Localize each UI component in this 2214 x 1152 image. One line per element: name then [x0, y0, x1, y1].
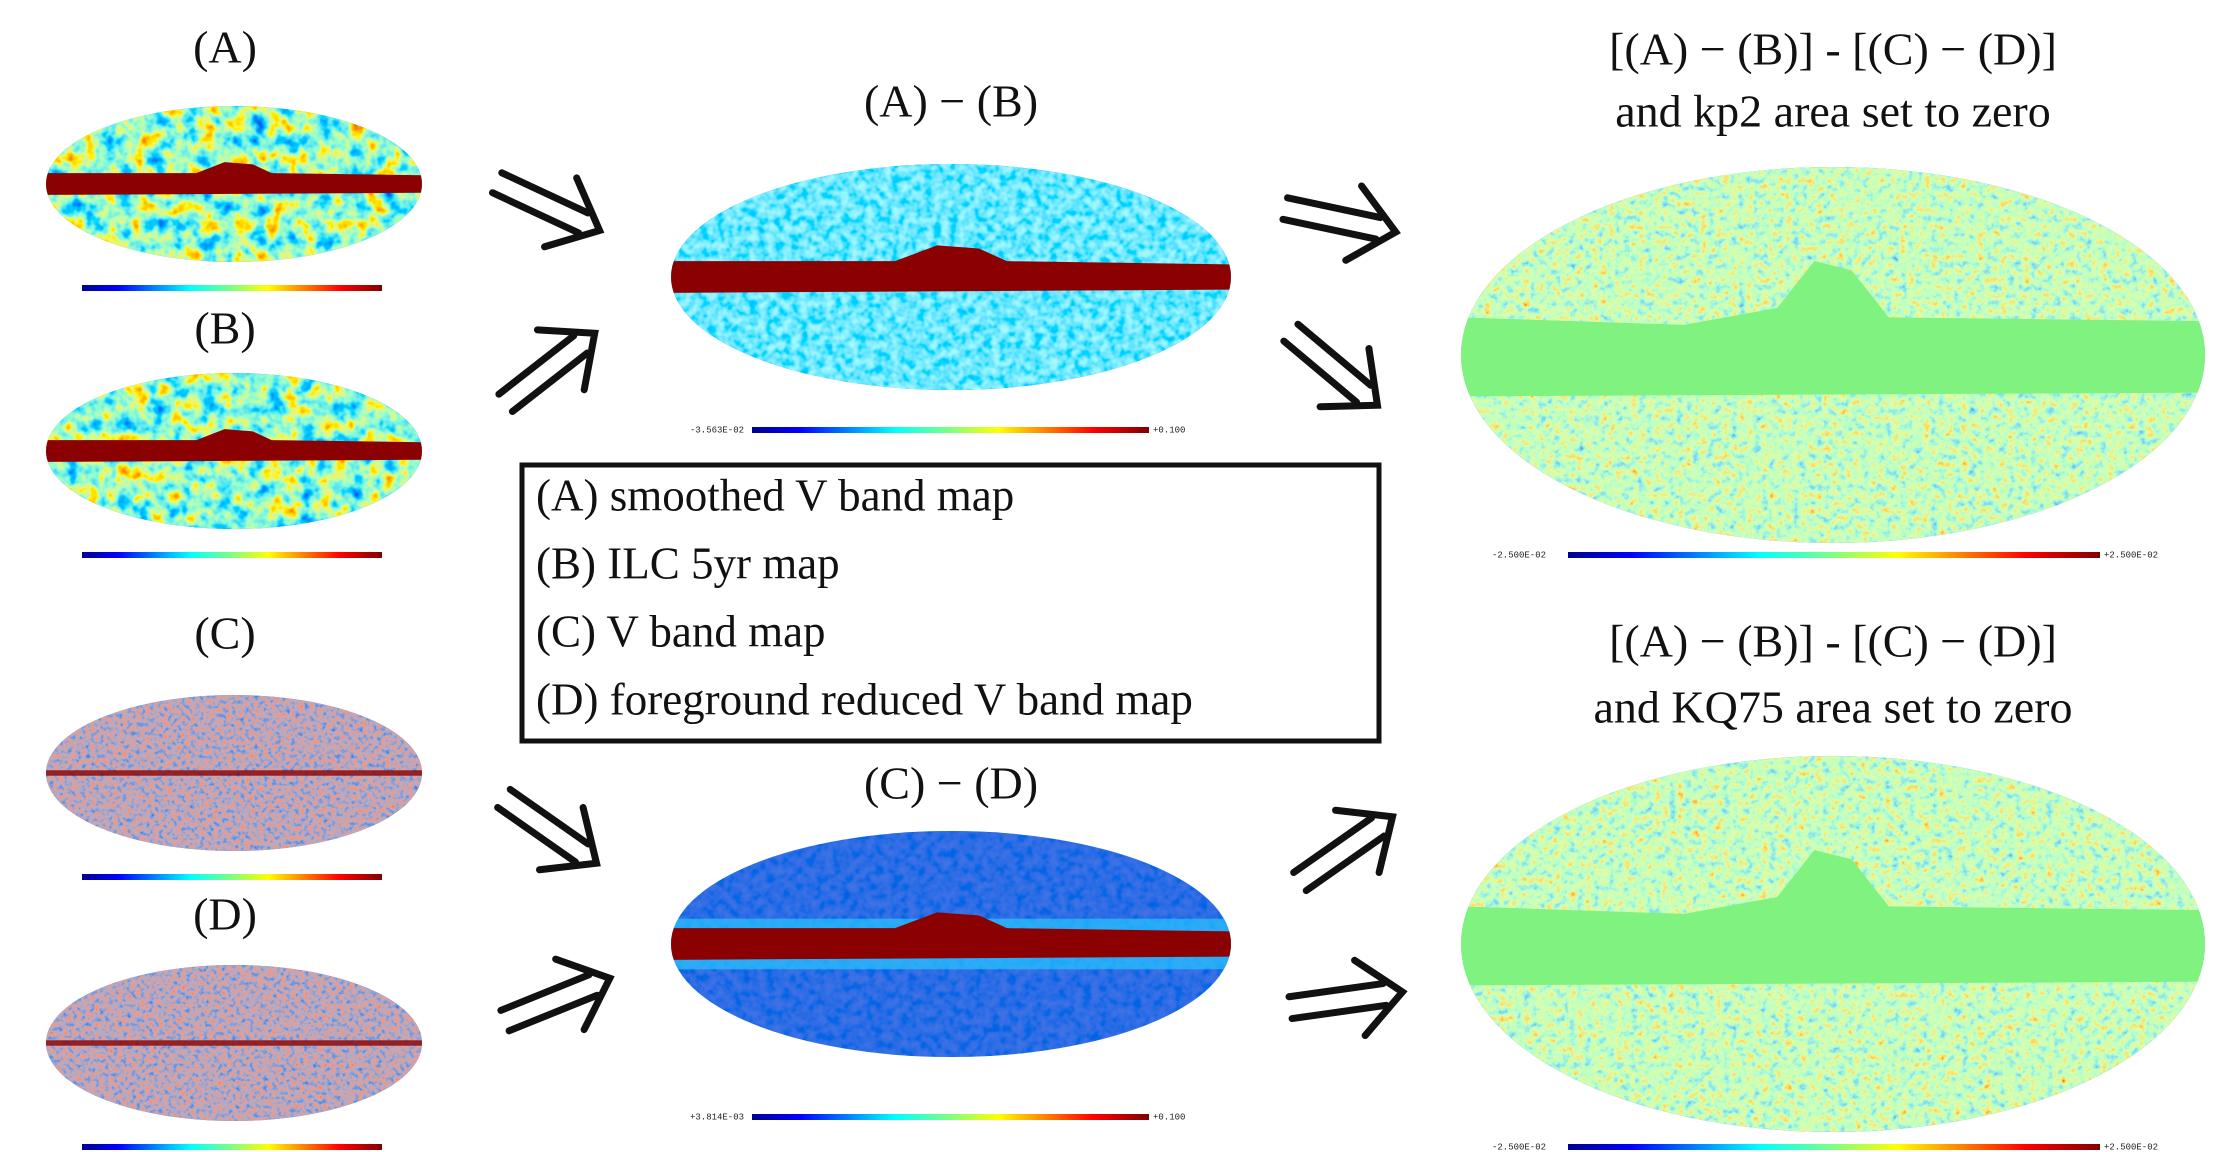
galactic-plane — [46, 1040, 422, 1045]
arrow-shaft — [1287, 198, 1380, 218]
colorbar — [82, 1144, 382, 1150]
legend-item: (A) smoothed V band map — [536, 470, 1014, 520]
panel-label: (D) — [193, 889, 257, 940]
colorbar — [82, 874, 382, 880]
result-title: [(A) − (B)] - [(C) − (D)] — [1609, 24, 2057, 75]
figure: (A) smoothed V band map (B) ILC 5yr map … — [0, 0, 2214, 1152]
sky-map — [46, 695, 422, 851]
double-arrow — [1278, 786, 1414, 913]
legend-item: (B) ILC 5yr map — [536, 538, 840, 588]
legend-item: (D) foreground reduced V band map — [536, 674, 1193, 724]
sky-map — [46, 106, 422, 262]
colorbar-label: +3.814E-03 — [690, 1112, 744, 1122]
arrow-head — [1355, 954, 1408, 1035]
colorbar-label: +2.500E-02 — [2104, 550, 2158, 560]
arrow-shaft — [498, 807, 576, 861]
arrow-shaft — [512, 353, 587, 411]
colorbar — [1568, 552, 2100, 558]
double-arrow — [1277, 171, 1403, 269]
colorbar — [82, 552, 382, 558]
double-arrow — [481, 148, 616, 265]
panel-label: (A) − (B) — [864, 76, 1038, 127]
colorbar-label: -2.500E-02 — [1492, 550, 1546, 560]
colorbar — [752, 1114, 1149, 1120]
double-arrow — [1266, 304, 1401, 435]
arrow-shaft — [1283, 219, 1376, 239]
galactic-plane — [671, 912, 1231, 969]
galactic-plane — [46, 770, 422, 775]
plane-band — [46, 770, 422, 775]
colorbar-label: +2.500E-02 — [2104, 1142, 2158, 1152]
arrow-shaft — [1298, 324, 1371, 385]
colorbar — [752, 427, 1149, 433]
double-arrow — [482, 303, 618, 432]
result-title: and KQ75 area set to zero — [1594, 682, 2073, 733]
panel-label: (A) — [193, 22, 257, 73]
arrow-head — [1346, 186, 1404, 269]
colorbar-label: -2.500E-02 — [1492, 1142, 1546, 1152]
panel-label: (C) − (D) — [864, 758, 1038, 809]
colorbar-label: +0.100 — [1153, 425, 1185, 435]
arrow-shaft — [1292, 1005, 1386, 1018]
plane-band — [46, 1040, 422, 1045]
result-title: [(A) − (B)] - [(C) − (D)] — [1609, 616, 2057, 667]
sky-map — [46, 965, 422, 1121]
double-arrow — [491, 943, 624, 1056]
sky-map — [671, 831, 1231, 1057]
sky-map — [1461, 167, 2205, 543]
arrow-head — [1320, 349, 1402, 435]
sky-map — [671, 164, 1231, 390]
legend-item: (C) V band map — [536, 606, 826, 656]
arrow-shaft — [499, 336, 574, 394]
arrow-shaft — [1289, 984, 1383, 997]
sky-map — [1461, 756, 2205, 1132]
colorbar — [82, 285, 382, 291]
sky-map — [46, 373, 422, 529]
panel-label: (B) — [194, 303, 255, 354]
double-arrow — [482, 767, 618, 894]
panel-label: (C) — [194, 608, 255, 659]
arrow-shaft — [510, 789, 588, 843]
colorbar — [1568, 1144, 2100, 1150]
double-arrow — [1285, 954, 1407, 1045]
result-title: and kp2 area set to zero — [1615, 86, 2051, 137]
colorbar-label: -3.563E-02 — [690, 425, 744, 435]
arrow-head — [537, 303, 618, 389]
arrow-shaft — [1306, 836, 1384, 890]
arrow-shaft — [1284, 341, 1357, 402]
colorbar-label: +0.100 — [1153, 1112, 1185, 1122]
arrow-shaft — [1294, 818, 1372, 872]
